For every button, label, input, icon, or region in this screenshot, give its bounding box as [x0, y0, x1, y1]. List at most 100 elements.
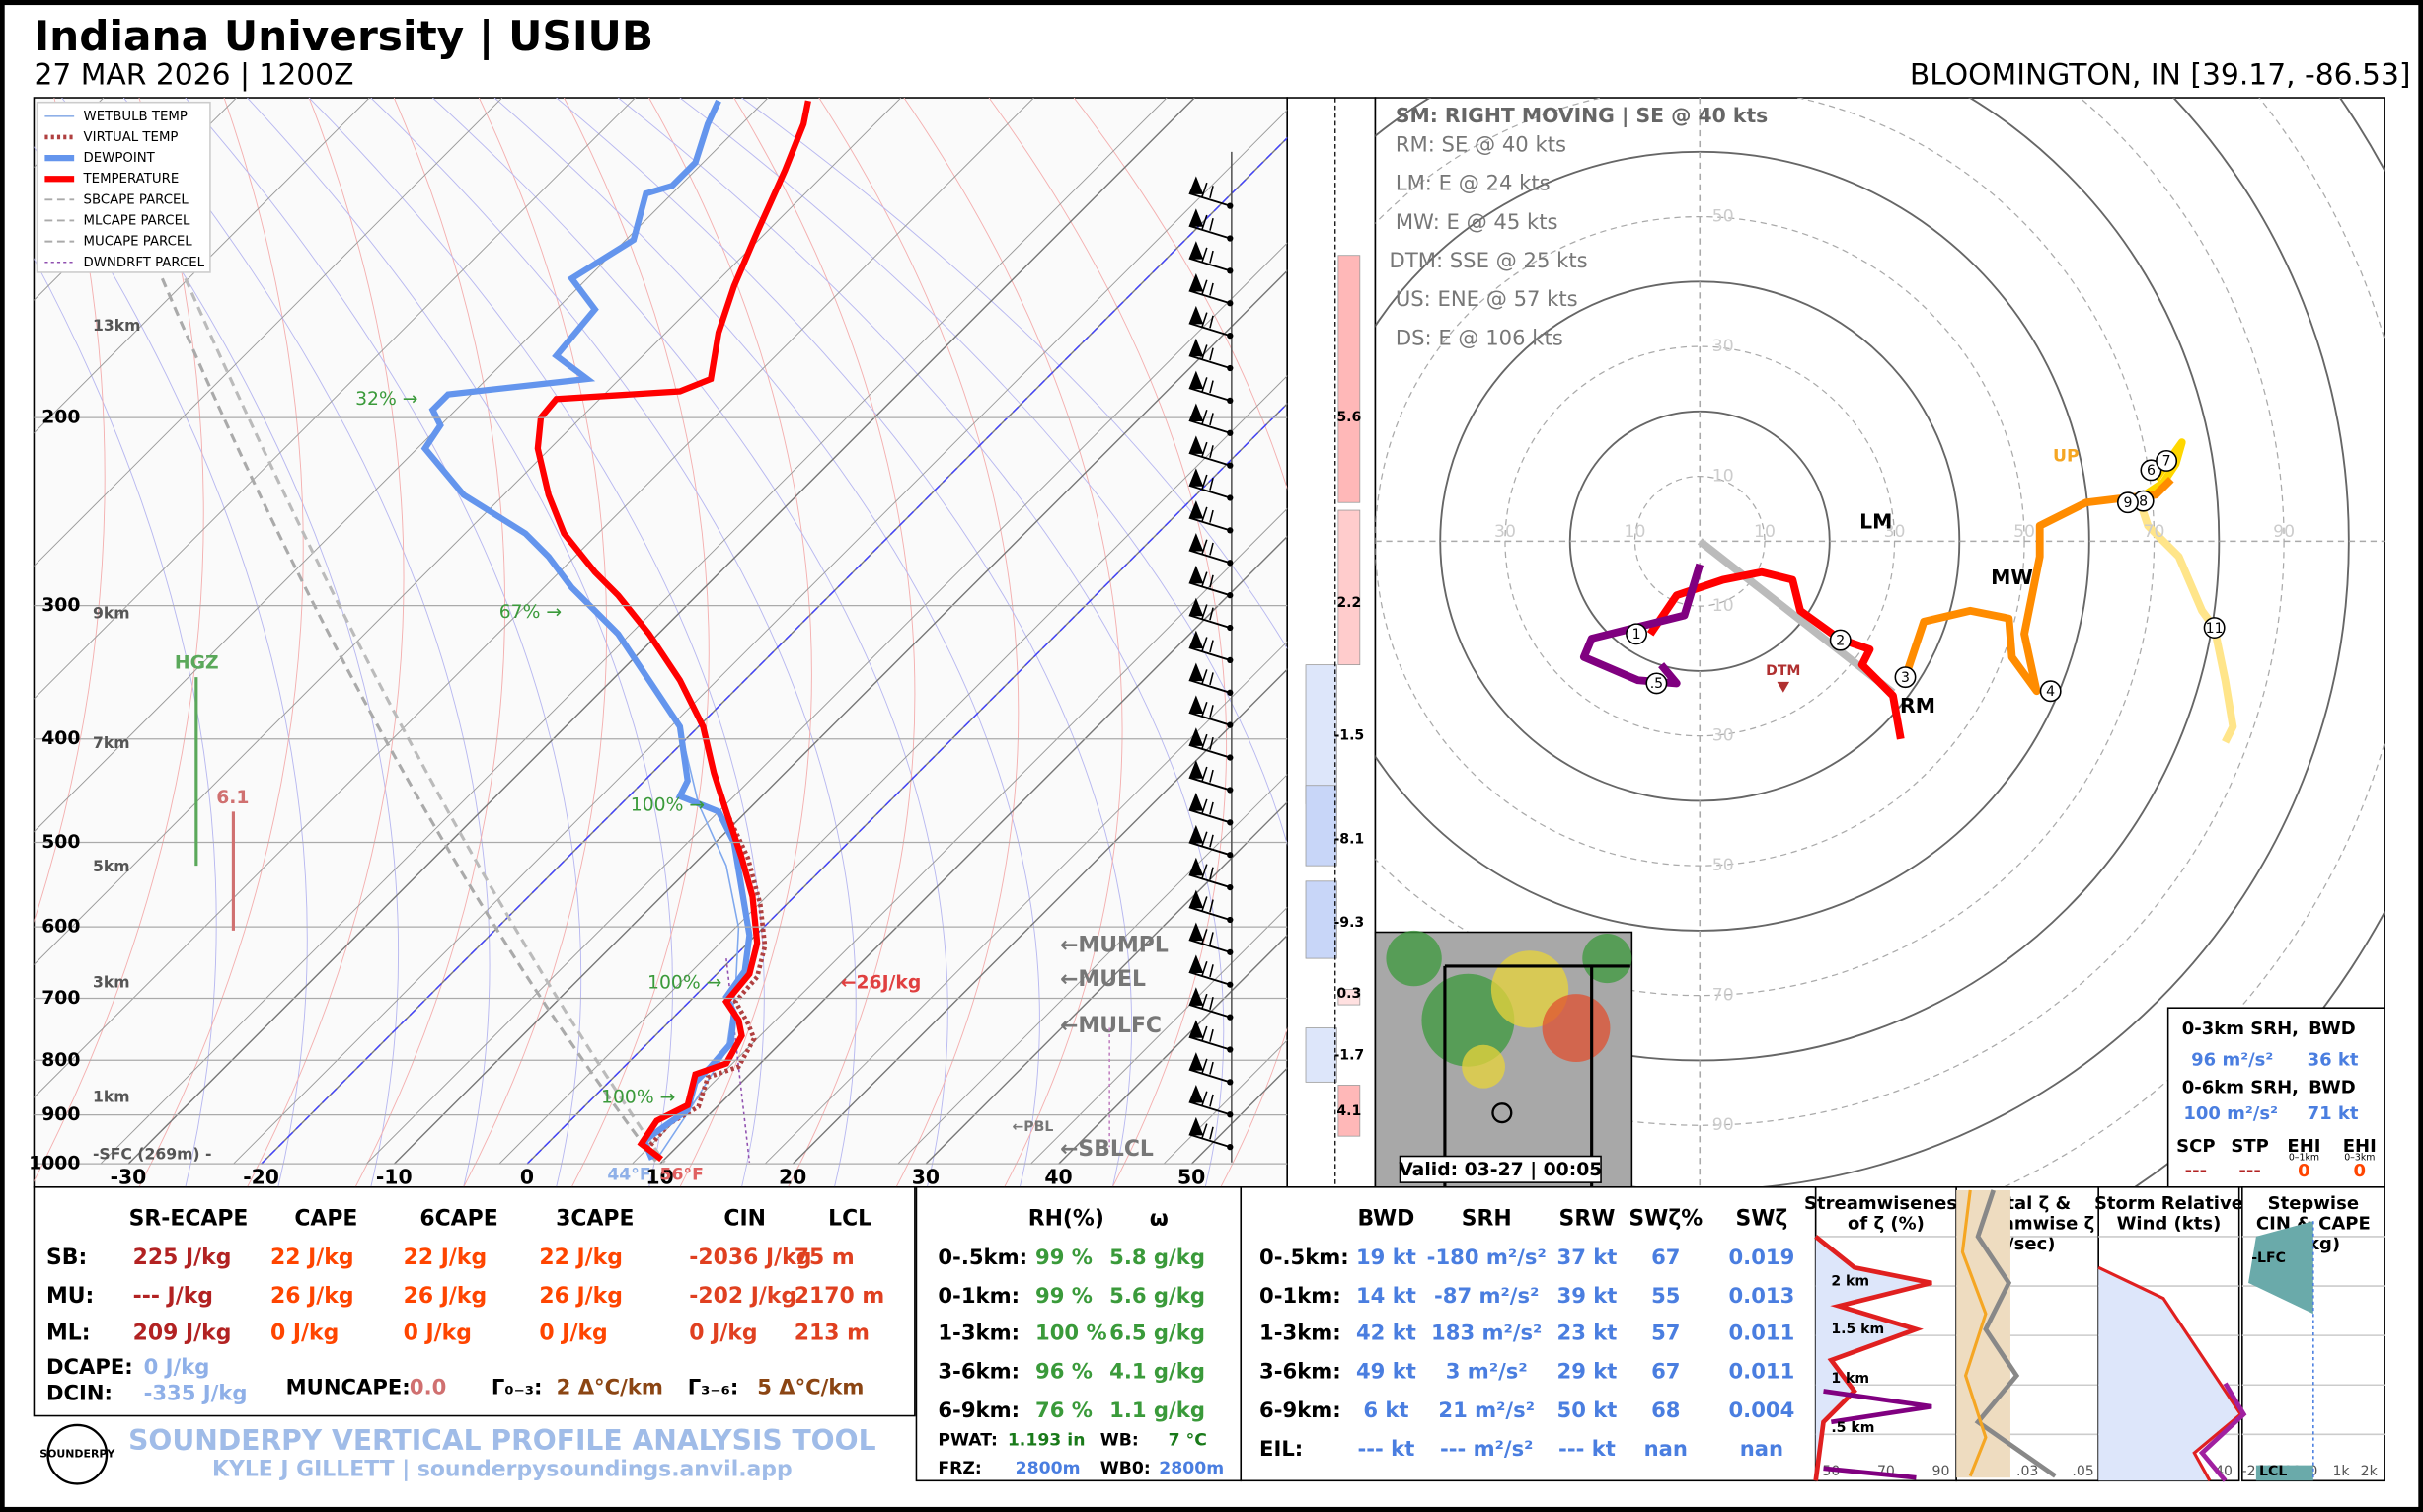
lapse-segment [1305, 785, 1337, 867]
barb-flag [1188, 370, 1214, 394]
label: Storm Relative [2094, 1193, 2243, 1214]
label: 3-6km: [1259, 1359, 1341, 1384]
radar-echo [1582, 934, 1632, 984]
barb-dot [1227, 364, 1234, 372]
hodo-label: MW [1991, 566, 2033, 589]
barb-staff [1189, 289, 1231, 305]
label: --- [2238, 1161, 2260, 1181]
barb-dot [1227, 883, 1234, 891]
label: 50 kt [1557, 1398, 1618, 1422]
label: 1 km [1831, 1371, 1869, 1387]
barb-dot [1227, 592, 1234, 599]
label: nan [1740, 1436, 1783, 1461]
temperature-tick: 20 [779, 1165, 806, 1188]
lapse-label: 4.1 [1336, 1103, 1361, 1119]
label: 0.011 [1728, 1321, 1794, 1345]
label: 29 kt [1557, 1359, 1618, 1384]
temperature-tick: -10 [376, 1165, 413, 1188]
label: 99 % [1035, 1283, 1093, 1308]
storm-motion-item: LM: E @ 24 kts [1396, 171, 1551, 195]
pressure-tick: 800 [41, 1050, 80, 1071]
table-box [915, 1186, 1243, 1482]
hodo-point-label: 3 [1901, 670, 1910, 686]
barb-staff [1189, 646, 1231, 661]
label: 21 m²/s² [1438, 1398, 1535, 1422]
label: 1k [2332, 1464, 2350, 1479]
barb-dot [1227, 462, 1234, 469]
label: SOUNDERPY VERTICAL PROFILE ANALYSIS TOOL [128, 1424, 875, 1457]
moist-adiabat [617, 98, 1225, 1187]
barb-dot [1227, 333, 1234, 340]
legend-entry: TEMPERATURE [83, 172, 180, 187]
label: 5.6 g/kg [1109, 1283, 1205, 1308]
label: 0-.5km: [1259, 1245, 1349, 1269]
isotherm-minor [34, 98, 237, 301]
dewpoint [420, 99, 753, 1161]
label: 96 m²/s² [2191, 1049, 2273, 1070]
label: --- kt [1358, 1436, 1415, 1461]
map-valid: Valid: 03-27 | 00:05 [1399, 1160, 1602, 1180]
label: 0-1km: [1259, 1283, 1341, 1308]
temperature [534, 100, 811, 1163]
label: -87 m²/s² [1434, 1283, 1539, 1308]
isotherm-minor [498, 375, 1288, 1165]
label: 0 J/kg [404, 1322, 472, 1346]
label: 19 kt [1356, 1245, 1416, 1269]
label: 4.1 g/kg [1109, 1359, 1205, 1384]
zeta-line [1974, 1189, 2057, 1478]
barb-flag [1188, 954, 1214, 978]
label: ML: [46, 1322, 91, 1346]
label: 5.8 g/kg [1109, 1245, 1205, 1269]
lapse-segment [1337, 1085, 1361, 1137]
hodo-point-label: 8 [2139, 493, 2148, 509]
label: 67 [1651, 1245, 1680, 1269]
label: 39 kt [1557, 1283, 1618, 1308]
ring-label: 50 [2013, 522, 2035, 542]
label: SRH [1462, 1207, 1512, 1232]
label: 0 J/kg [689, 1322, 757, 1346]
label: 5 Δ°C/km [757, 1374, 864, 1399]
height-label: 3km [93, 973, 130, 992]
hodo-point-label: 2 [1836, 633, 1845, 648]
barb-staff [1189, 485, 1231, 499]
label: 0 J/kg [144, 1354, 210, 1379]
barb-dot [1227, 1046, 1234, 1053]
barb-dot [1227, 754, 1234, 761]
hodo-point-label: .5 [1650, 676, 1663, 692]
label: WB0: [1100, 1459, 1151, 1478]
label: 213 m [795, 1322, 870, 1346]
label: nan [1644, 1436, 1688, 1461]
rh-mark: 100% → [601, 1088, 675, 1108]
label: SR-ECAPE [129, 1207, 249, 1232]
label: 22 J/kg [404, 1246, 488, 1270]
barb-staff [1189, 841, 1231, 857]
moist-adiabat [370, 98, 857, 1187]
barb-staff [1189, 808, 1231, 824]
hodo-label: DTM [1766, 663, 1800, 679]
label: --- J/kg [133, 1284, 213, 1309]
barb-staff [1189, 1068, 1231, 1084]
label: 36 kt [2308, 1049, 2359, 1070]
barb-flag [1188, 987, 1214, 1010]
hodo-point [1894, 666, 1917, 689]
label: SCP [2176, 1136, 2215, 1157]
label: 2 Δ°C/km [557, 1374, 663, 1399]
isotherm [659, 535, 1288, 1165]
label: 7 °C [1169, 1431, 1207, 1451]
label: EIL: [1259, 1436, 1303, 1461]
label: 71 kt [2308, 1103, 2359, 1124]
barb-flag [1188, 1084, 1214, 1107]
moist-adiabat [122, 98, 491, 1187]
annotation: 56°F [660, 1165, 704, 1184]
legend-entry: WETBULB TEMP [84, 110, 188, 124]
label: 0.013 [1728, 1283, 1794, 1308]
label: 1-3km: [1259, 1321, 1341, 1345]
barb-flag [1188, 922, 1214, 945]
lapse-segment [1337, 509, 1361, 666]
ring-label: 70 [1712, 986, 1734, 1006]
label: EHI [2343, 1136, 2377, 1157]
storm-motion-item: DS: E @ 106 kts [1396, 325, 1563, 349]
srw-line [2097, 1265, 2243, 1482]
dry-adiabat [903, 98, 1123, 1187]
